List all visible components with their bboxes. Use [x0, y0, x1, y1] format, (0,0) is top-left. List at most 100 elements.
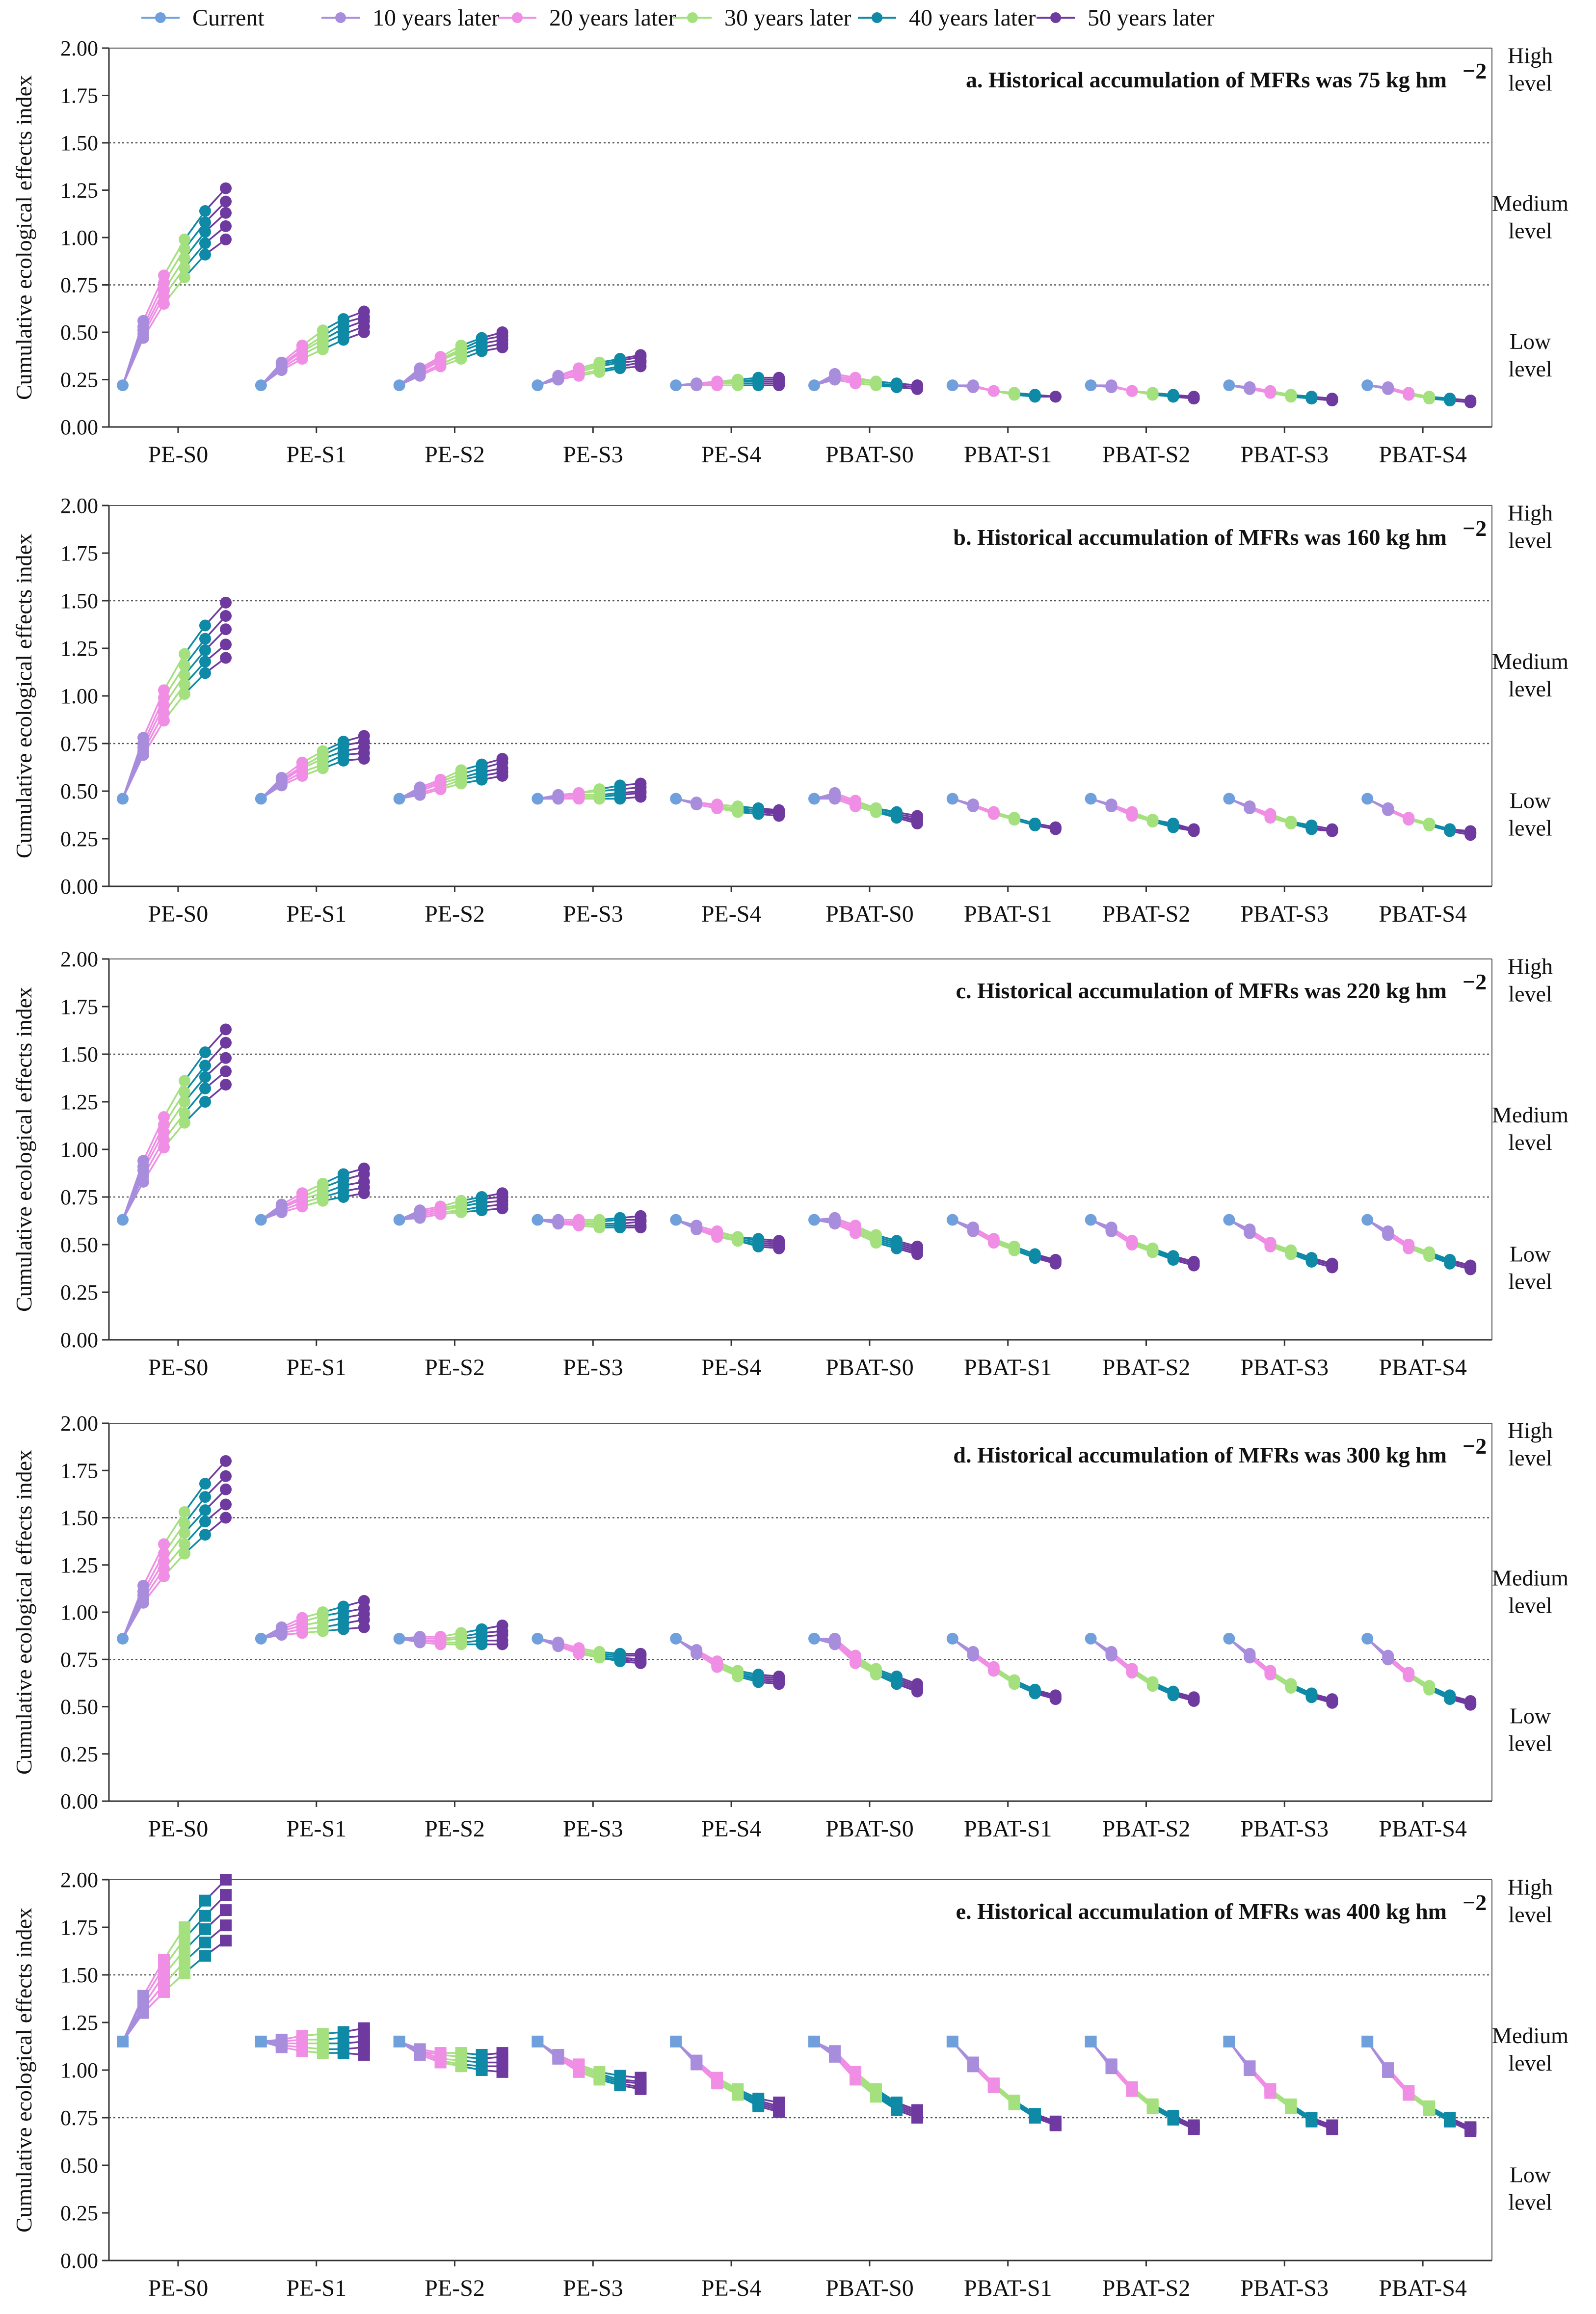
- x-tick-label: PBAT-S4: [1379, 1355, 1467, 1381]
- group-PBAT-S0: [808, 1212, 923, 1260]
- data-point: [275, 1198, 288, 1211]
- y-tick-label: 1.75: [60, 1915, 98, 1940]
- legend-label: 30 years later: [724, 5, 851, 31]
- data-point: [220, 1483, 232, 1495]
- y-tick-label: 0.25: [60, 2201, 98, 2225]
- panel-title: c. Historical accumulation of MFRs was 2…: [956, 978, 1447, 1003]
- data-point: [552, 1214, 564, 1226]
- data-point: [358, 2022, 370, 2034]
- data-point: [1285, 816, 1297, 828]
- group-PE-S1: [255, 2022, 370, 2061]
- group-PBAT-S4: [1361, 1214, 1477, 1276]
- data-point: [496, 326, 508, 338]
- data-point: [220, 610, 232, 622]
- x-tick-label: PE-S2: [425, 2275, 485, 2301]
- x-tick-label: PE-S0: [148, 1816, 209, 1842]
- data-point: [414, 2043, 426, 2055]
- data-point: [220, 1470, 232, 1482]
- data-point: [1167, 2110, 1179, 2122]
- y-tick-label: 1.25: [60, 637, 98, 661]
- data-point: [732, 1231, 744, 1243]
- data-point: [670, 379, 682, 392]
- data-point: [358, 1595, 370, 1607]
- data-point: [829, 787, 841, 799]
- x-tick-label: PE-S2: [425, 1816, 485, 1842]
- group-PE-S3: [532, 349, 647, 392]
- group-PE-S4: [670, 2035, 785, 2118]
- legend-marker: [155, 12, 166, 23]
- data-point: [1085, 2035, 1097, 2048]
- data-point: [1223, 1214, 1235, 1226]
- group-PBAT-S2: [1085, 379, 1200, 405]
- data-point: [808, 379, 820, 392]
- data-point: [179, 1967, 190, 1979]
- level-label-medium: Medium: [1492, 649, 1569, 674]
- data-point: [870, 2083, 882, 2095]
- level-label-high: level: [1508, 1445, 1552, 1470]
- panels: 0.00 0.25 0.50 0.75 1.00 1.25 1.50 1.75 2.00 PE-S…: [11, 36, 1569, 2301]
- data-point: [891, 377, 903, 390]
- data-point: [199, 205, 211, 217]
- data-point: [1382, 802, 1394, 814]
- data-point: [987, 2077, 1000, 2090]
- data-point: [179, 1538, 190, 1550]
- data-point: [1361, 2035, 1374, 2048]
- data-point: [199, 633, 211, 645]
- data-point: [179, 1944, 190, 1956]
- level-label-medium: level: [1508, 676, 1552, 701]
- data-point: [711, 798, 723, 811]
- data-point: [1223, 379, 1235, 392]
- data-point: [179, 252, 190, 265]
- data-point: [296, 1612, 308, 1624]
- y-tick-label: 0.75: [60, 273, 98, 297]
- data-point: [911, 810, 923, 822]
- data-point: [199, 1071, 211, 1083]
- y-tick-label: 1.50: [60, 589, 98, 613]
- x-tick-label: PBAT-S2: [1102, 2275, 1191, 2301]
- level-label-medium: level: [1508, 2050, 1552, 2075]
- data-point: [1305, 391, 1318, 403]
- y-tick-label: 1.00: [60, 1138, 98, 1162]
- group-PBAT-S0: [808, 787, 923, 829]
- data-point: [911, 379, 923, 392]
- y-tick-label: 0.75: [60, 732, 98, 756]
- series-segment: [163, 1080, 186, 1117]
- data-point: [635, 349, 647, 361]
- data-point: [1146, 1676, 1159, 1688]
- y-tick-label: 0.75: [60, 2106, 98, 2130]
- data-point: [117, 2035, 129, 2048]
- data-point: [691, 797, 703, 809]
- data-point: [179, 1955, 190, 1968]
- data-point: [199, 1046, 211, 1059]
- data-point: [179, 271, 190, 284]
- data-point: [1049, 2115, 1062, 2128]
- y-tick-label: 2.00: [60, 36, 98, 60]
- data-point: [1285, 1244, 1297, 1256]
- data-point: [614, 1212, 626, 1224]
- data-point: [137, 315, 149, 327]
- data-point: [635, 777, 647, 790]
- group-PBAT-S3: [1223, 793, 1338, 837]
- x-tick-label: PE-S2: [425, 901, 485, 927]
- data-point: [1423, 2100, 1436, 2112]
- data-point: [434, 351, 447, 363]
- y-tick-label: 0.00: [60, 415, 98, 439]
- y-tick-label: 0.25: [60, 827, 98, 851]
- legend-item-0: Current: [141, 5, 265, 31]
- data-point: [1264, 1665, 1277, 1677]
- data-point: [773, 372, 785, 384]
- data-point: [829, 2045, 841, 2057]
- data-point: [220, 1065, 232, 1077]
- data-point: [1029, 1248, 1041, 1260]
- data-point: [137, 1580, 149, 1592]
- data-point: [1008, 1674, 1020, 1686]
- x-tick-label: PBAT-S2: [1102, 901, 1191, 927]
- data-point: [552, 1636, 564, 1649]
- data-point: [1264, 2083, 1277, 2095]
- group-PE-S2: [393, 753, 508, 805]
- data-point: [1029, 2108, 1041, 2120]
- data-point: [1126, 806, 1138, 818]
- data-point: [199, 656, 211, 668]
- data-point: [337, 1168, 349, 1180]
- data-point: [1167, 389, 1179, 401]
